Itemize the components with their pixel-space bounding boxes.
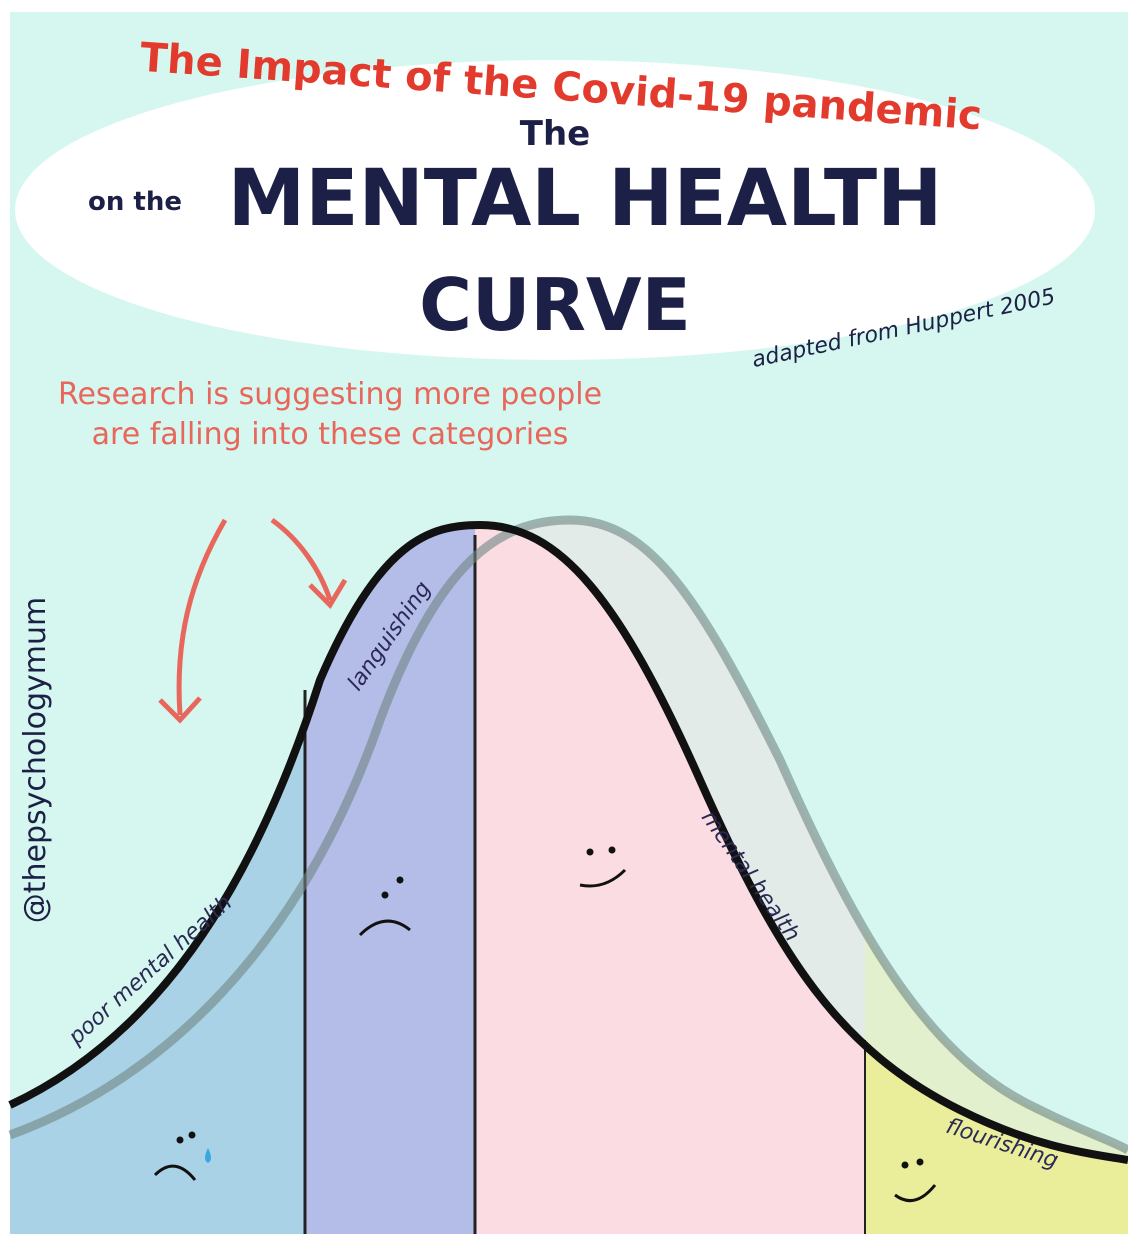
credit: @thepsychologymum — [18, 597, 53, 923]
article: The — [520, 114, 590, 154]
title-line2: CURVE — [419, 263, 691, 347]
annotation: Research is suggesting more people are f… — [30, 375, 630, 455]
illustration: The Impact of the Covid-19 pandemic The … — [0, 0, 1128, 1234]
title-line1: MENTAL HEALTH — [228, 154, 943, 244]
prefix: on the — [88, 187, 182, 217]
annotation-box: Research is suggesting more people are f… — [30, 375, 630, 515]
